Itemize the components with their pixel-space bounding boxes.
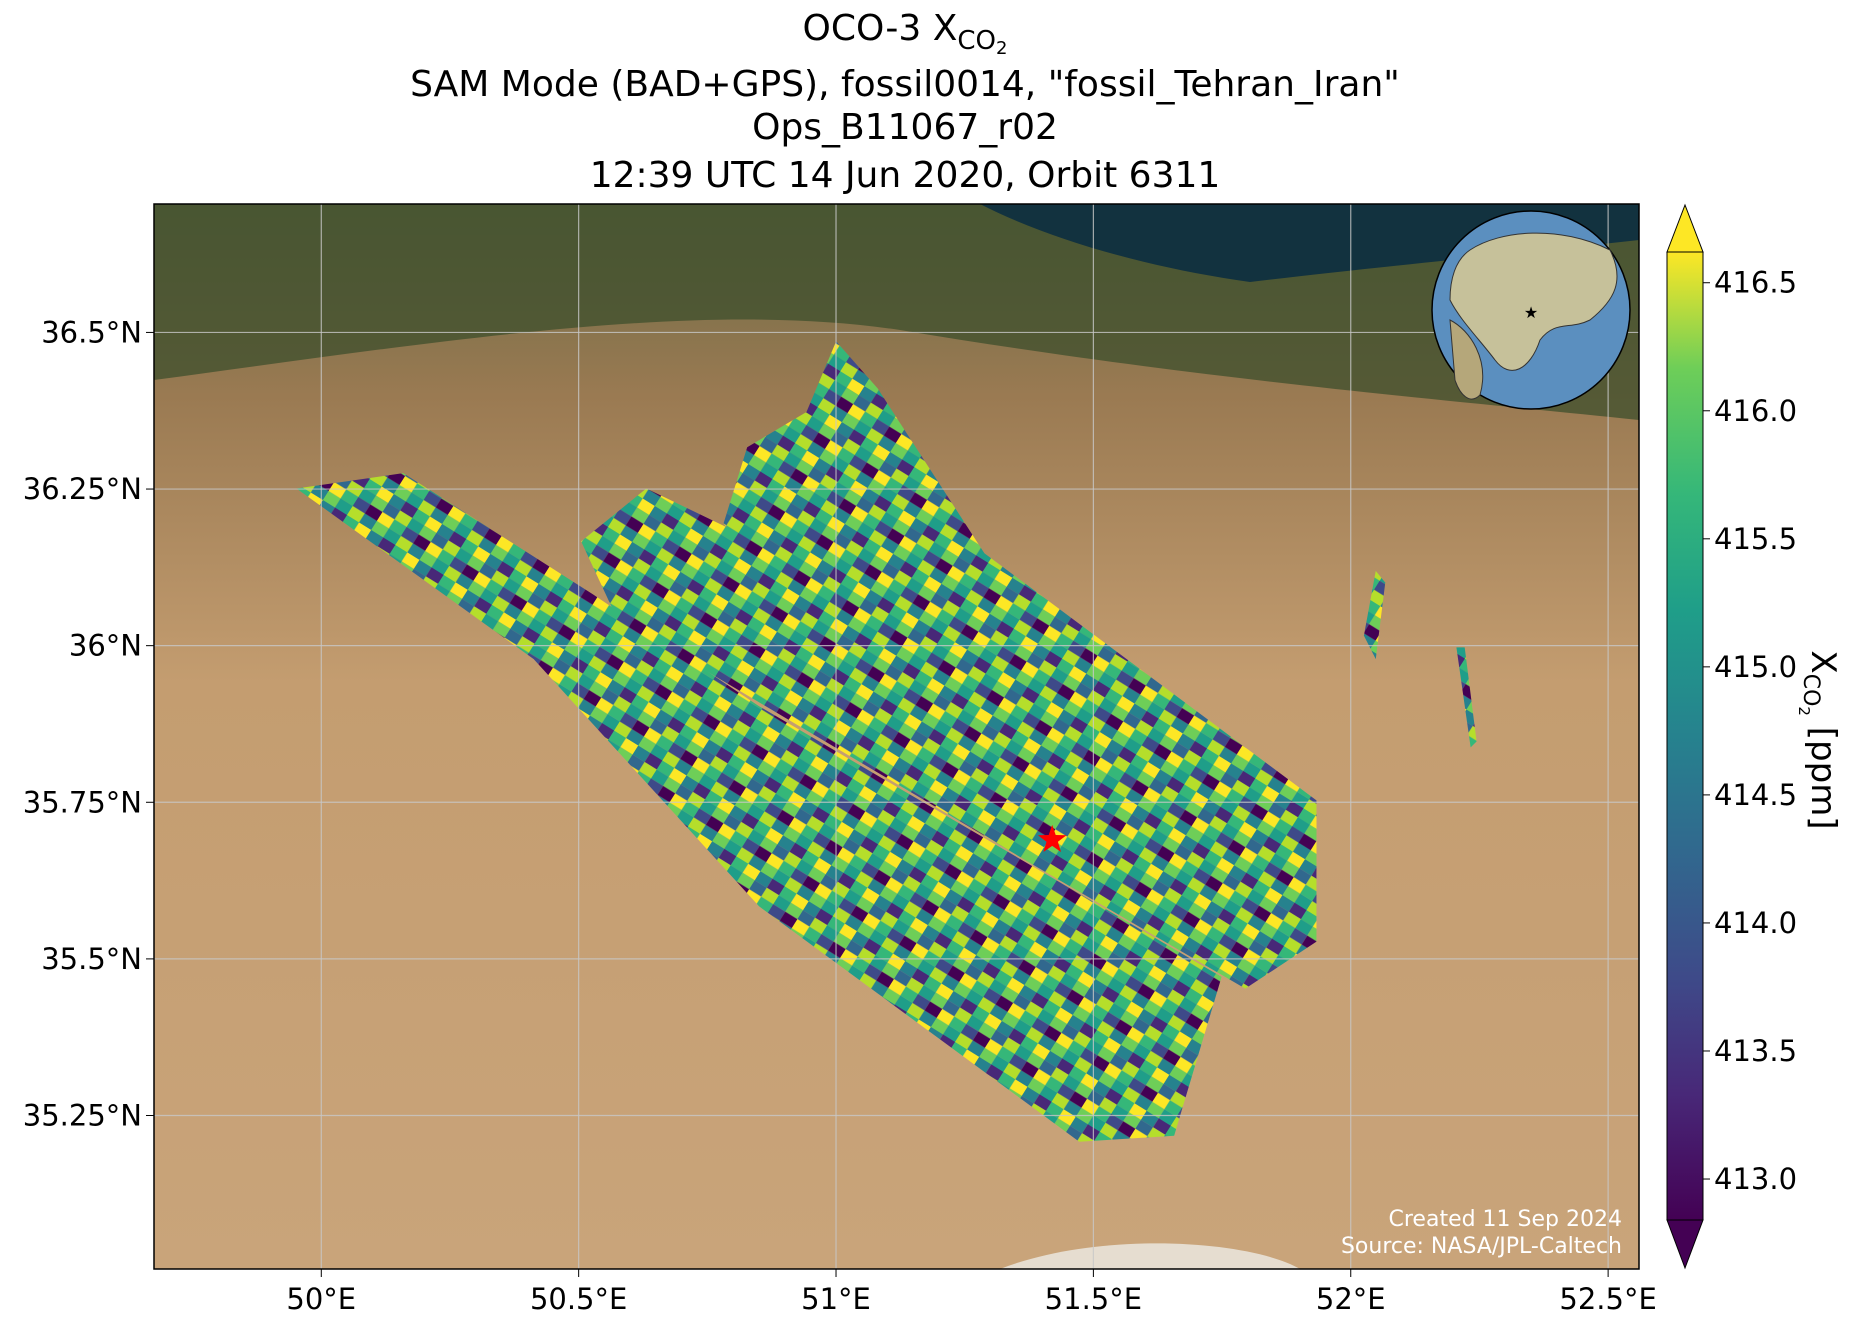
- credit: Source: NASA/JPL-Caltech: [1341, 1234, 1622, 1259]
- x-tick-label: 50.5°E: [530, 1282, 627, 1316]
- colorbar-extend-min: [1666, 1219, 1704, 1270]
- swath: [723, 341, 1317, 871]
- swath: [581, 488, 1317, 989]
- y-tick-label: 35.5°N: [41, 942, 142, 976]
- map-frame: ★ Created 11 Sep 2024 Source: NASA/JPL-C…: [154, 204, 1639, 1269]
- colorbar-tick-label: 413.5: [1714, 1034, 1797, 1068]
- colorbar: [1667, 252, 1703, 1220]
- colorbar-tick-label: 415.5: [1714, 522, 1797, 556]
- swath: [296, 473, 1222, 1142]
- title-subsub: 2: [996, 38, 1007, 59]
- title-sub: CO: [957, 26, 996, 56]
- credit: Created 11 Sep 2024: [1389, 1207, 1623, 1232]
- y-tick-label: 36°N: [69, 629, 142, 663]
- inset-globe: ★: [1431, 210, 1631, 410]
- y-tick-label: 36.5°N: [41, 315, 142, 349]
- y-tick-label: 35.75°N: [23, 785, 142, 819]
- x-tick-label: 52°E: [1316, 1282, 1386, 1316]
- land: [1449, 232, 1618, 371]
- globe-star: ★: [1524, 303, 1538, 322]
- title-line: 12:39 UTC 14 Jun 2020, Orbit 6311: [590, 155, 1221, 196]
- colorbar-label-subsub: 2: [1795, 706, 1813, 716]
- swath: [1456, 647, 1477, 748]
- colorbar-label-unit: [ppm]: [1803, 716, 1843, 830]
- title-text: OCO-3 X: [803, 8, 958, 49]
- colorbar-extend-max: [1666, 203, 1704, 253]
- swaths: [296, 341, 1477, 1142]
- grid: [154, 204, 1639, 1269]
- x-tick-label: 50°E: [286, 1282, 356, 1316]
- sea: [980, 204, 1639, 282]
- colorbar-tick-label: 415.0: [1714, 650, 1797, 684]
- y-tick-label: 35.25°N: [23, 1099, 142, 1133]
- title-line: SAM Mode (BAD+GPS), fossil0014, "fossil_…: [410, 64, 1400, 105]
- x-tick-label: 51°E: [801, 1282, 871, 1316]
- salt-flat: [1000, 1243, 1300, 1269]
- colorbar-tick-label: 414.0: [1714, 906, 1797, 940]
- colorbar-label-sub: CO: [1798, 674, 1823, 707]
- colorbar-label-text: X: [1803, 650, 1843, 673]
- colorbar-tick-label: 414.5: [1714, 778, 1797, 812]
- colorbar-border: [1666, 251, 1704, 1221]
- colorbar-tick-label: 416.0: [1714, 394, 1797, 428]
- x-tick-label: 51.5°E: [1045, 1282, 1142, 1316]
- colorbar-tick-label: 413.0: [1714, 1162, 1797, 1196]
- colorbar-label: XCO2 [ppm]: [1795, 650, 1843, 829]
- x-tick-label: 52.5°E: [1559, 1282, 1656, 1316]
- title-line: Ops_B11067_r02: [752, 107, 1058, 148]
- map-border: [153, 203, 1640, 1270]
- colorbar-tick-label: 416.5: [1714, 266, 1797, 300]
- y-tick-label: 36.25°N: [23, 472, 142, 506]
- target-star: [1037, 824, 1067, 852]
- title-line: OCO-3 XCO2: [803, 8, 1008, 59]
- land: [1449, 319, 1484, 400]
- swath: [1363, 570, 1386, 660]
